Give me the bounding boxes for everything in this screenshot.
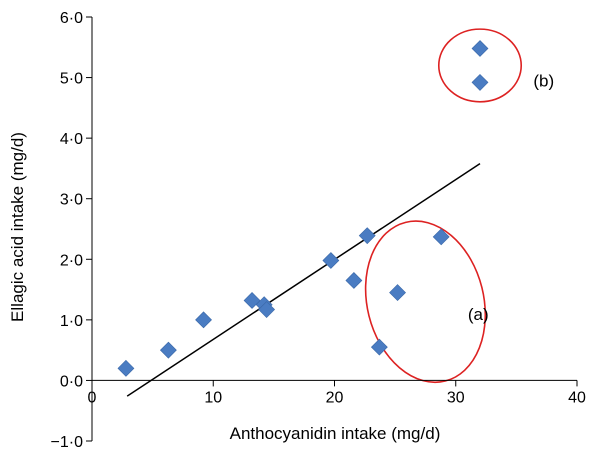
data-point [358, 227, 376, 245]
data-point [471, 73, 489, 91]
annotation-ellipse [364, 220, 487, 384]
x-tick-label: 20 [326, 389, 344, 406]
trendline-group [126, 162, 481, 397]
annotation-label: (a) [468, 305, 489, 324]
data-point [432, 228, 450, 246]
data-point [195, 311, 212, 329]
annotation-ellipses [364, 28, 523, 384]
y-tick-label: 2·0 [60, 252, 83, 269]
y-tick-label: 1·0 [60, 313, 83, 330]
annotation-label: (b) [533, 72, 554, 91]
data-point [258, 301, 276, 318]
data-point [322, 252, 340, 269]
y-tick-label: 5·0 [60, 71, 83, 88]
data-point [471, 40, 489, 57]
data-point [389, 284, 406, 302]
trendline [126, 162, 481, 397]
x-tick-label: 30 [447, 389, 465, 406]
annotation-labels: (a) (b) [468, 72, 554, 324]
axes [91, 17, 577, 441]
x-tick-label: 0 [88, 389, 97, 406]
annotation-ellipse [437, 28, 523, 103]
y-tick-label: 3·0 [60, 192, 83, 209]
data-points [117, 40, 489, 377]
y-tick-label: −1·0 [51, 434, 84, 450]
y-axis-ticks: −1·0 0·0 1·0 2·0 3·0 4·0 5·0 6·0 [51, 10, 92, 450]
y-axis-label: Ellagic acid intake (mg/d) [8, 132, 27, 322]
data-point [117, 359, 135, 377]
x-tick-label: 10 [204, 389, 222, 406]
y-tick-label: 0·0 [60, 373, 83, 390]
x-tick-label: 40 [568, 389, 586, 406]
data-point [370, 338, 388, 356]
data-point [345, 272, 363, 289]
x-axis-label: Anthocyanidin intake (mg/d) [230, 424, 441, 443]
x-axis-ticks: 0 10 20 30 40 [88, 380, 586, 406]
y-tick-label: 4·0 [60, 131, 83, 148]
y-tick-label: 6·0 [60, 10, 83, 27]
data-point [159, 341, 177, 359]
